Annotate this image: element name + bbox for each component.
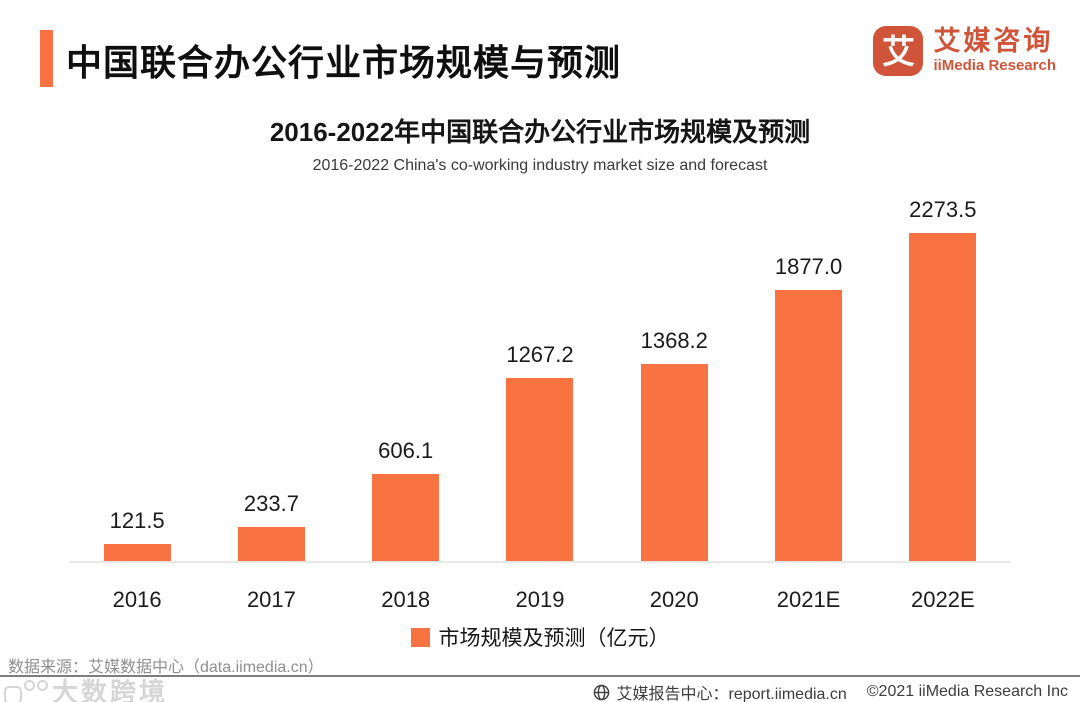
iimedia-logo: 艾 艾媒咨询 iiMedia Research: [873, 26, 1056, 76]
logo-name-cn: 艾媒咨询: [933, 26, 1054, 57]
bar-value-label: 2273.5: [909, 197, 977, 222]
bar-value-label: 606.1: [378, 437, 434, 463]
bar: [237, 527, 305, 561]
watermark-logo-icon: [4, 679, 48, 702]
bar: [506, 378, 574, 561]
bar-value-label: 233.7: [243, 491, 299, 517]
legend-label: 市场规模及预测（亿元）: [438, 627, 670, 650]
copyright-text: ©2021 iiMedia Research Inc: [866, 683, 1068, 700]
iimedia-logo-icon: 艾: [873, 26, 924, 76]
footer-divider: [0, 675, 1080, 677]
bar: [640, 363, 708, 561]
footer-attribution: 艾媒报告中心：report.iimedia.cn ©2021 iiMedia R…: [593, 680, 1068, 702]
logo-text: 艾媒咨询 iiMedia Research: [933, 26, 1056, 75]
header-accent-bar: [40, 30, 53, 87]
x-axis-label: 2019: [515, 587, 565, 612]
chart-subtitle: 2016-2022 China's co-working industry ma…: [312, 157, 768, 174]
page-title: 中国联合办公行业市场规模与预测: [66, 42, 622, 83]
bar-column: 1267.2 2019: [473, 195, 607, 612]
x-axis-label: 2022E: [911, 587, 975, 612]
chart-title: 2016-2022年中国联合办公行业市场规模及预测: [269, 117, 811, 147]
bar-column: 121.5 2016: [70, 195, 204, 612]
bar: [372, 473, 440, 561]
bar-column: 606.1 2018: [339, 195, 473, 612]
bar-column: 233.7 2017: [204, 195, 338, 612]
logo-name-en: iiMedia Research: [933, 56, 1056, 74]
x-axis-label: 2018: [381, 587, 431, 612]
bar: [775, 290, 843, 561]
chart-legend: 市场规模及预测（亿元）: [0, 622, 1080, 652]
bar-column: 2273.5 2022E: [876, 195, 1010, 612]
bar-chart: 121.5 2016 233.7 2017 606.1 2018 1267.2 2019 136…: [70, 195, 1010, 612]
bar-value-label: 1267.2: [506, 342, 574, 368]
legend-swatch: [410, 627, 430, 647]
bar: [909, 233, 977, 561]
x-axis-label: 2020: [649, 587, 699, 612]
logo-glyph: 艾: [881, 32, 915, 70]
bar: [103, 543, 171, 561]
bar-value-label: 121.5: [109, 507, 165, 533]
bar-value-label: 1368.2: [640, 327, 708, 353]
x-axis-label: 2021E: [776, 587, 841, 612]
bar-column: 1877.0 2021E: [741, 195, 875, 612]
report-center-link[interactable]: 艾媒报告中心：report.iimedia.cn: [616, 686, 847, 702]
globe-icon: [594, 684, 610, 700]
x-axis-label: 2017: [246, 587, 296, 612]
bar-column: 1368.2 2020: [607, 195, 741, 612]
bar-value-label: 1877.0: [774, 254, 843, 280]
x-axis-label: 2016: [112, 587, 162, 612]
data-source-note: 数据来源：艾媒数据中心（data.iimedia.cn）: [8, 659, 324, 676]
